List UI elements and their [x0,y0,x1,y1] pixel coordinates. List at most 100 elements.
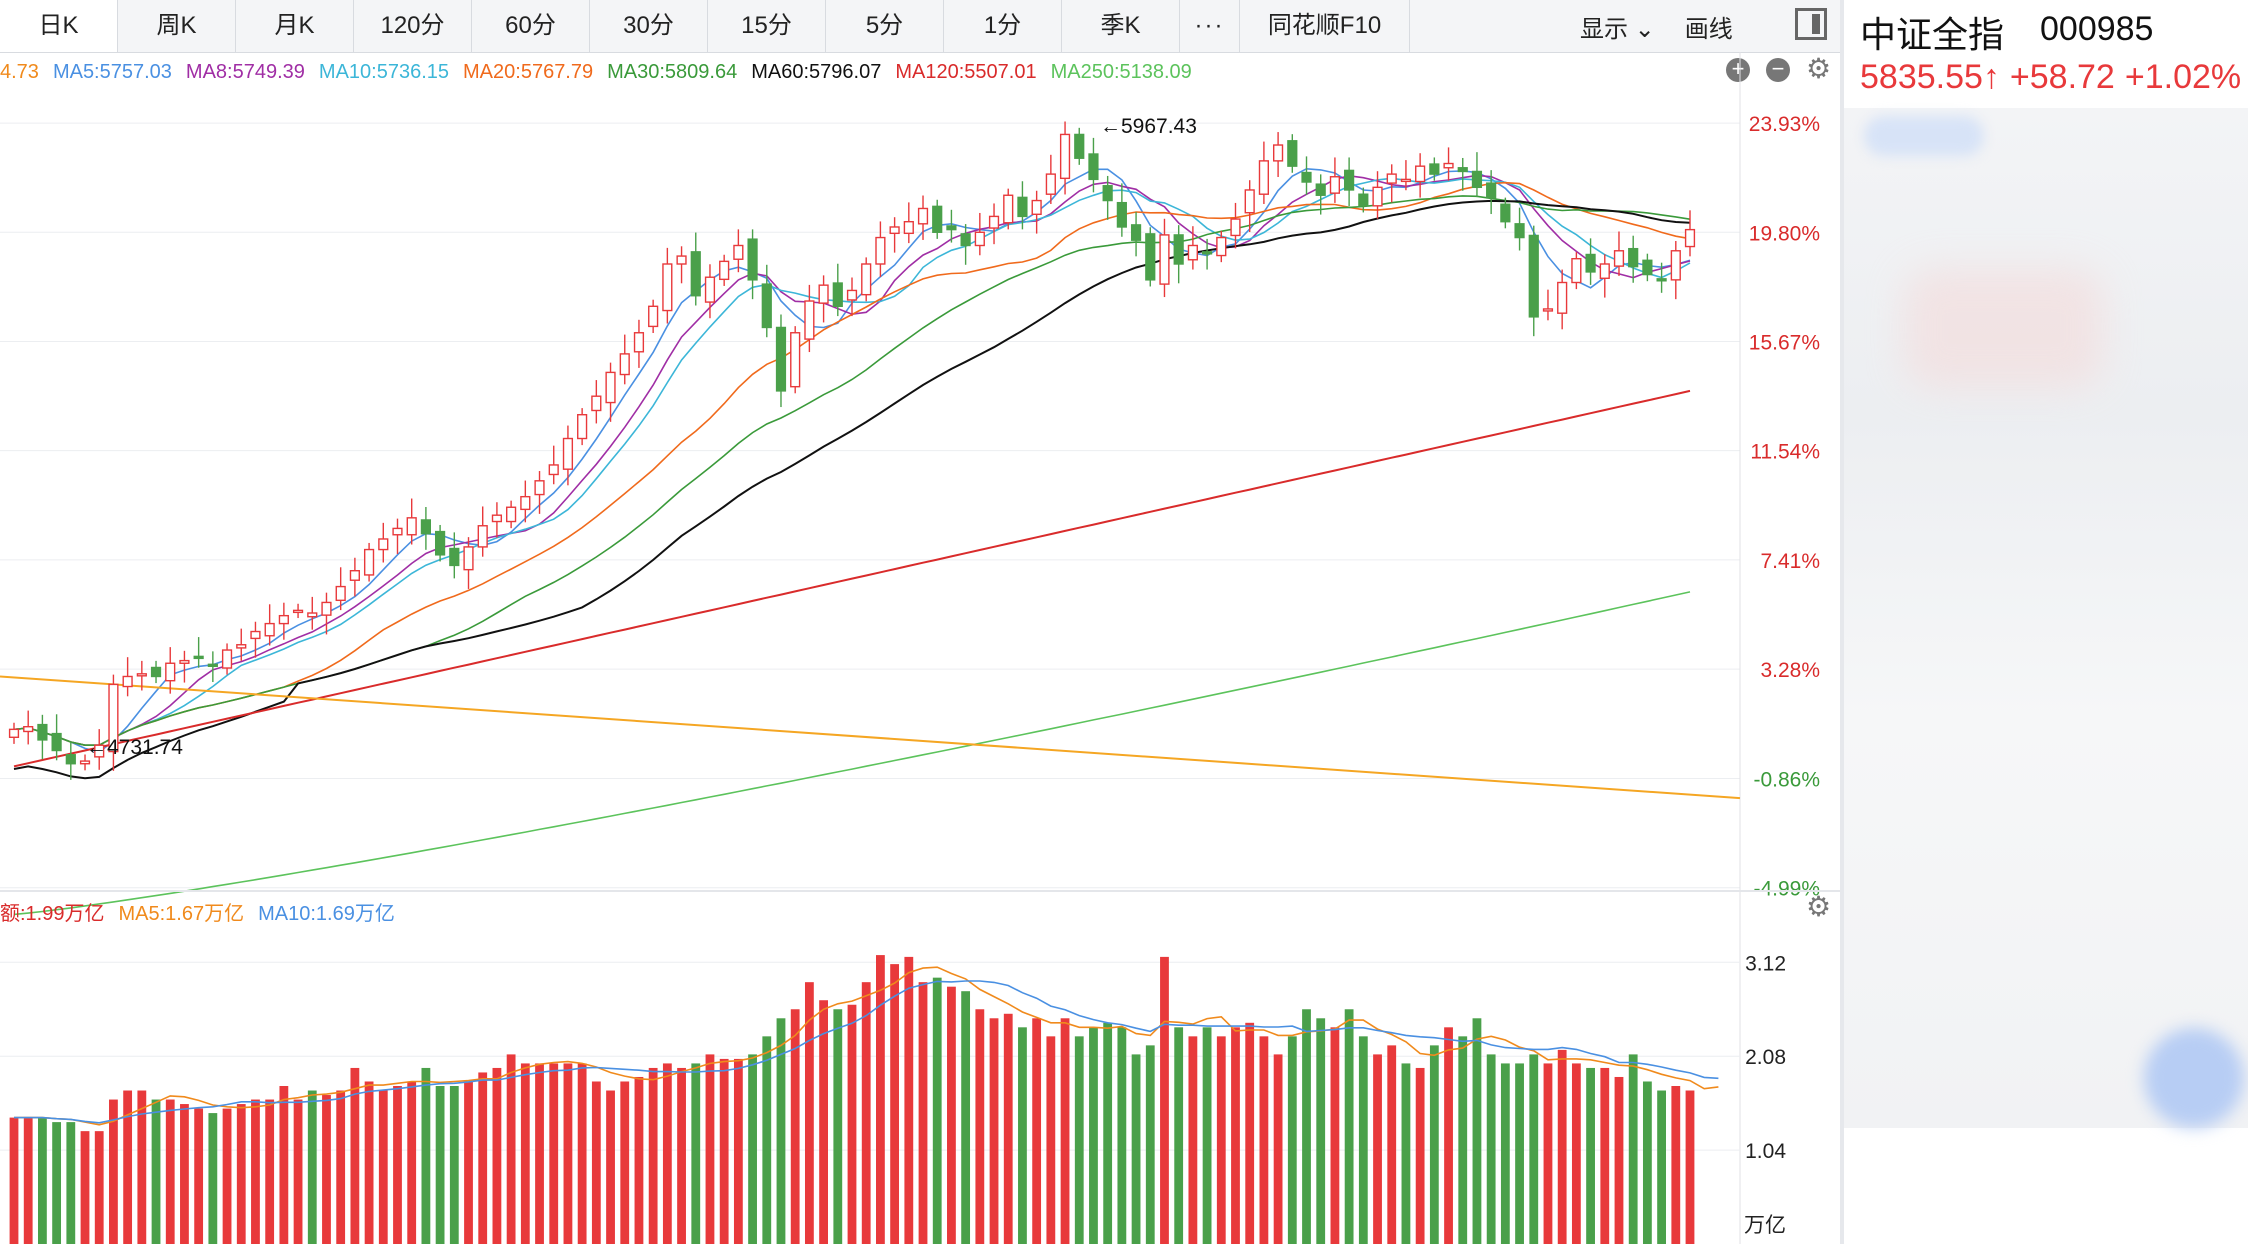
volume-bar [251,1099,260,1244]
candle [1201,238,1213,270]
candle-body [1003,194,1014,224]
display-menu[interactable]: 显示 ⌄ [1580,9,1655,44]
display-label: 显示 [1580,15,1628,43]
volume-settings-gear-icon[interactable]: ⚙ [1806,891,1832,922]
candle [1528,225,1539,337]
tab-10[interactable]: ··· [1180,0,1240,52]
candle-body [790,332,801,388]
candle-body [349,570,360,581]
candle-body [491,514,503,523]
volume-bar [1273,1054,1283,1244]
volume-bar [1515,1063,1524,1244]
candle-body [236,644,247,649]
tab-7[interactable]: 5分 [826,0,944,52]
quote-panel: 中证全指 000985 5835.55↑ +58.72 +1.02% [1844,0,2248,1244]
candle [804,284,815,353]
candle [1656,262,1667,293]
volume-bar [208,1113,218,1244]
volume-bar [1344,1009,1354,1244]
tab-3[interactable]: 120分 [354,0,472,52]
price-chart[interactable]: 23.93% 19.80% 15.67% 11.54% 7.41% 3.28% -0.86%… [0,0,1840,1244]
zoom-in-icon[interactable]: + [1726,58,1750,82]
candle-body [1315,183,1326,196]
candle-body [1613,250,1625,267]
candle-body [1173,234,1184,265]
tab-1[interactable]: 周K [118,0,236,52]
volume-bar [947,986,956,1244]
volume-bar [478,1072,488,1244]
volume-bar [1472,1018,1482,1244]
toolbar-right: 显示 ⌄ 画线 [1580,0,1733,52]
ma10-line [13,177,1691,747]
candle-body [917,207,929,225]
candle-body [591,395,602,412]
volume-bar [464,1081,473,1244]
tab-2[interactable]: 月K [236,0,354,52]
volume-bar [847,1004,857,1244]
candle-body [1585,253,1596,273]
ma250-line [13,591,1691,916]
volume-bar [1231,1027,1240,1244]
tab-8[interactable]: 1分 [944,0,1062,52]
candle [1344,157,1355,207]
stock-name: 中证全指 [1860,14,2005,55]
candle [506,500,517,529]
candle-body [889,226,900,235]
tab-4[interactable]: 60分 [472,0,590,52]
pane-divider [0,890,1840,892]
tab-0[interactable]: 日K [0,0,118,52]
candle-body [1301,171,1312,183]
candle [1059,121,1071,195]
candle [1471,152,1483,198]
candle-body [1045,173,1056,195]
candle [534,471,545,514]
candle [1329,157,1341,203]
volume-bar [492,1067,502,1244]
candle [818,275,829,323]
candle [775,314,787,408]
candle [548,445,559,485]
candle-body [577,414,588,440]
candle [1599,254,1610,298]
volume-bar [989,1018,999,1244]
candle [1287,134,1298,173]
candle [761,264,772,338]
volume-bar [1458,1036,1468,1244]
candle [1244,180,1255,233]
volume-bar [1287,1036,1297,1244]
candle-body [94,744,105,758]
candle-body [846,289,858,301]
volume-bar [94,1131,104,1244]
period-tabs: 日K 周K 月K 120分 60分 30分 15分 5分 1分 季K ··· 同花顺F10 [0,0,1840,53]
ma-8: MA250:5138.09 [1050,60,1192,83]
candle-body [1656,278,1667,282]
zoom-out-icon[interactable]: − [1766,58,1790,82]
candle [662,247,673,324]
candle-body [1017,196,1028,218]
tab-6[interactable]: 15分 [708,0,826,52]
candle [292,603,304,619]
draw-line-button[interactable]: 画线 [1684,15,1733,43]
candle [1684,210,1696,257]
candle [1628,235,1639,283]
tab-5[interactable]: 30分 [590,0,708,52]
candle-body [1116,201,1127,228]
candle-body [321,601,332,616]
candle [1585,238,1596,285]
candle-body [704,276,716,303]
tab-11[interactable]: 同花顺F10 [1240,0,1410,52]
tab-9[interactable]: 季K [1062,0,1180,52]
low-annotation: ←4731.74 [86,736,183,759]
candle [1074,127,1085,165]
volume-bar [1642,1081,1652,1244]
candle-body [1230,218,1241,237]
candle-body [1244,189,1255,214]
candle [648,299,659,334]
sidebar-toggle-icon[interactable] [1795,8,1827,40]
candle-body [861,263,872,296]
candle [832,263,843,317]
candle-body [420,519,432,535]
volume-bar [520,1063,530,1244]
volume-bar [961,991,971,1244]
candle-body [804,300,815,340]
